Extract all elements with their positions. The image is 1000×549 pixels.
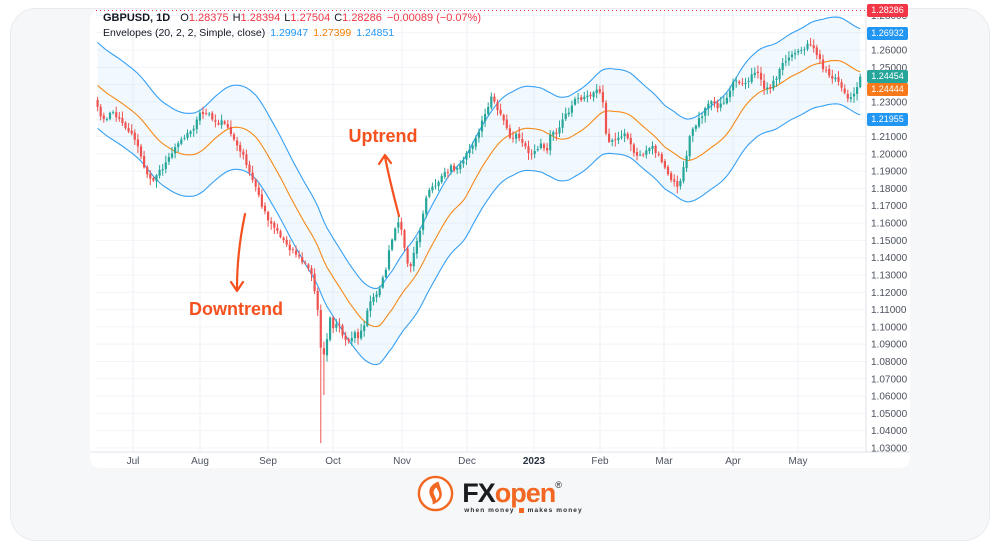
envelope-upper-value: 1.29947	[270, 27, 309, 39]
close-value: 1.28286	[342, 12, 382, 24]
tagline-left: when money	[464, 507, 515, 514]
price-badge: 1.24454	[867, 70, 908, 84]
envelope-lower-value: 1.24851	[356, 27, 395, 39]
change-value: −0.00089 (−0.07%)	[386, 12, 482, 24]
price-badge: 1.24444	[867, 83, 908, 97]
uptrend-annotation[interactable]: Uptrend	[348, 126, 418, 146]
symbol-title[interactable]: GBPUSD, 1D	[103, 12, 171, 24]
fxopen-word: FXopen®	[462, 472, 562, 508]
tagline-right: makes money	[527, 507, 583, 514]
price-badge: 1.28286	[867, 4, 908, 17]
price-badge: 1.21955	[867, 113, 908, 127]
price-badge: 1.26932	[867, 27, 908, 41]
tagline-square-icon	[518, 508, 524, 513]
indicator-legend: Envelopes (20, 2, 2, Simple, close) 1.299…	[103, 26, 394, 41]
logo-tagline: when money makes money	[464, 507, 582, 514]
high-label: H	[232, 12, 241, 24]
high-value: 1.28394	[240, 12, 281, 24]
low-label: L	[284, 12, 291, 24]
ohlc-legend: GBPUSD, 1D O1.28375 H1.28394 L1.27504 C1.282…	[103, 11, 481, 26]
low-value: 1.27504	[290, 12, 331, 24]
registered-mark: ®	[555, 480, 562, 490]
fxopen-logo[interactable]: FXopen® when money makes money	[0, 470, 1000, 516]
downtrend-annotation[interactable]: Downtrend	[189, 299, 283, 319]
indicator-title[interactable]: Envelopes (20, 2, 2, Simple, close)	[103, 27, 266, 39]
close-label: C	[334, 12, 343, 24]
logo-fx: FX	[462, 478, 496, 508]
open-value: 1.28375	[188, 12, 229, 24]
logo-open: open	[494, 478, 556, 508]
chart-widget	[90, 10, 910, 468]
fxopen-wordmark: FXopen® when money makes money	[462, 472, 582, 515]
envelope-basis-value: 1.27399	[313, 27, 352, 39]
fxopen-emblem-icon	[417, 475, 454, 511]
open-label: O	[180, 12, 189, 24]
